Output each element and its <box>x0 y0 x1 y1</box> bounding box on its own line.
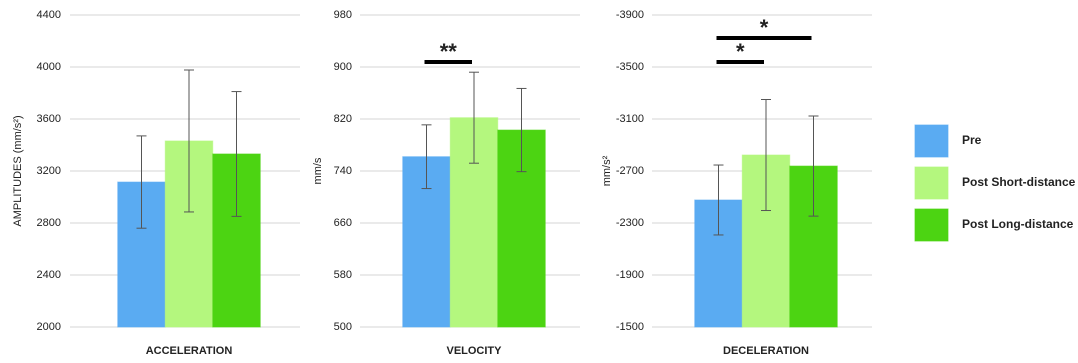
y-tick-label: 660 <box>334 217 352 229</box>
y-tick-label: 980 <box>334 9 352 21</box>
y-tick-label: -2300 <box>616 217 644 229</box>
y-tick-label: 3600 <box>37 113 61 125</box>
significance-label: * <box>760 15 769 40</box>
legend-swatch <box>914 208 949 242</box>
y-tick-label: 2400 <box>37 269 61 281</box>
legend-label: Pre <box>962 133 982 147</box>
significance-label: * <box>736 39 745 64</box>
legend-swatch <box>914 166 949 200</box>
y-tick-label: 500 <box>334 321 352 333</box>
y-tick-label: -3500 <box>616 61 644 73</box>
significance-label: ** <box>440 39 458 64</box>
y-tick-label: 900 <box>334 61 352 73</box>
y-tick-label: 2000 <box>37 321 61 333</box>
legend-label: Post Short-distance <box>962 175 1076 189</box>
x-tick-label: DECELERATION <box>723 345 809 357</box>
legend-label: Post Long-distance <box>962 217 1074 231</box>
y-axis-title: mm/s <box>312 157 324 184</box>
y-tick-label: 580 <box>334 269 352 281</box>
y-tick-label: 4000 <box>37 61 61 73</box>
y-tick-label: -2700 <box>616 165 644 177</box>
y-tick-label: 3200 <box>37 165 61 177</box>
y-tick-label: -3900 <box>616 9 644 21</box>
y-tick-label: -1500 <box>616 321 644 333</box>
x-tick-label: ACCELERATION <box>146 345 233 357</box>
y-tick-label: 820 <box>334 113 352 125</box>
y-tick-label: 2800 <box>37 217 61 229</box>
y-axis-title: mm/s² <box>601 155 613 186</box>
y-tick-label: -3100 <box>616 113 644 125</box>
y-tick-label: -1900 <box>616 269 644 281</box>
y-tick-label: 4400 <box>37 9 61 21</box>
y-tick-label: 740 <box>334 165 352 177</box>
y-axis-title: AMPLITUDES (mm/s²) <box>12 115 24 226</box>
legend-swatch <box>914 124 949 158</box>
x-tick-label: VELOCITY <box>446 345 502 357</box>
